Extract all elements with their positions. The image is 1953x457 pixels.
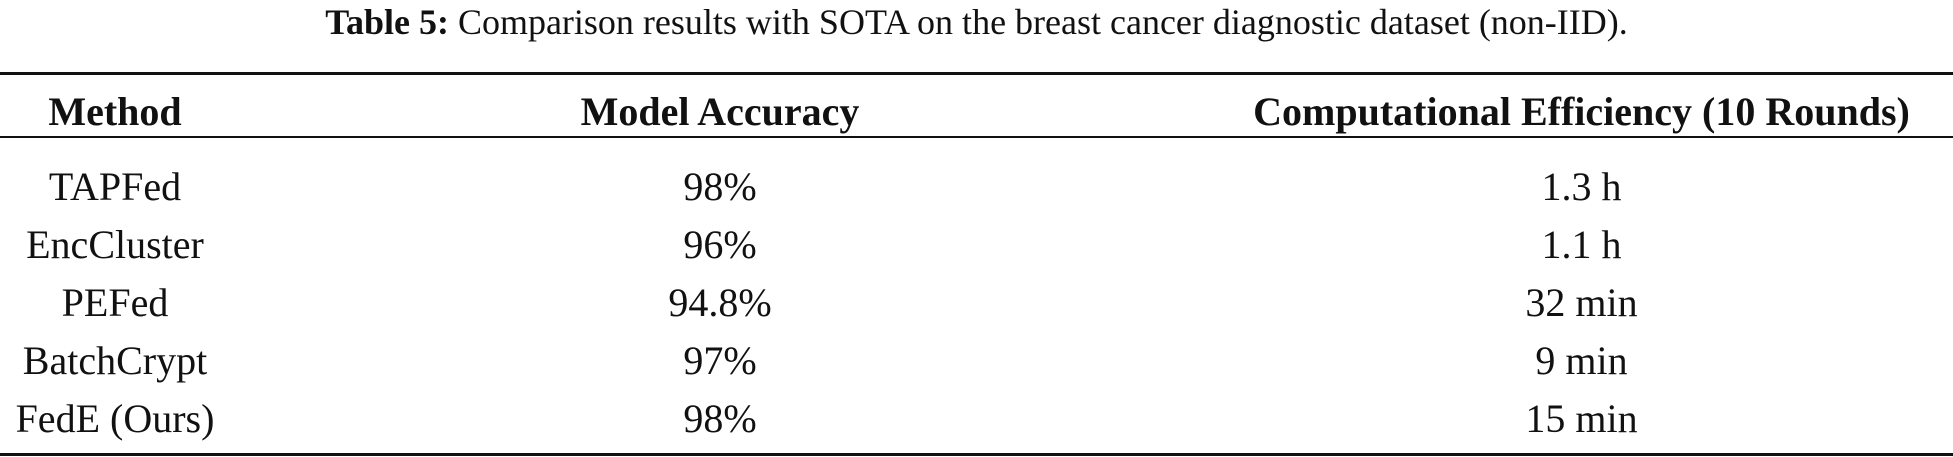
cell-accuracy: 97%: [683, 338, 757, 383]
header-model-accuracy: Model Accuracy: [580, 89, 860, 134]
header-computational-efficiency: Computational Efficiency (10 Rounds): [1253, 89, 1910, 134]
table-bottom-rule: [0, 453, 1953, 456]
table-caption: Table 5: Comparison results with SOTA on…: [0, 0, 1953, 44]
cell-efficiency: 1.3 h: [1541, 164, 1622, 209]
cell-method: TAPFed: [48, 164, 182, 209]
cell-accuracy: 94.8%: [668, 280, 772, 325]
cell-method: EncCluster: [26, 222, 204, 267]
header-method: Method: [48, 89, 182, 134]
cell-accuracy: 98%: [683, 396, 757, 441]
cell-accuracy: 96%: [683, 222, 757, 267]
cell-method: BatchCrypt: [22, 338, 208, 383]
cell-accuracy: 98%: [683, 164, 757, 209]
cell-efficiency: 32 min: [1525, 280, 1638, 325]
caption-text: Comparison results with SOTA on the brea…: [457, 2, 1628, 42]
cell-efficiency: 9 min: [1535, 338, 1628, 383]
table-header-rule: [0, 136, 1953, 138]
cell-method: FedE (Ours): [15, 396, 215, 441]
table-top-rule: [0, 72, 1953, 75]
cell-method: PEFed: [61, 280, 169, 325]
caption-label: Table 5:: [325, 2, 449, 42]
cell-efficiency: 1.1 h: [1541, 222, 1622, 267]
cell-efficiency: 15 min: [1525, 396, 1638, 441]
